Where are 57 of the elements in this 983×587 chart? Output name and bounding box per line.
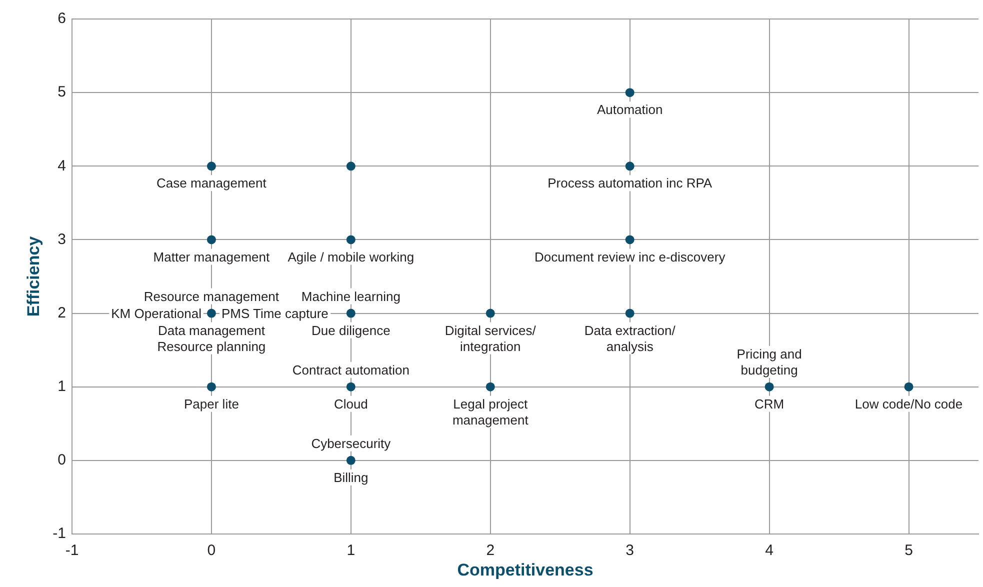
y-tick-label: 5 [58, 84, 66, 101]
x-tick-label: 2 [486, 542, 495, 560]
x-tick-label: 3 [626, 542, 634, 560]
x-tick-label: 0 [207, 542, 216, 560]
annotation: Agile / mobile working [288, 249, 414, 264]
y-tick-label: -1 [52, 525, 66, 542]
annotation: Document review inc e-discovery [534, 249, 726, 264]
annotation: Process automation inc RPA [548, 176, 712, 191]
point [206, 235, 216, 244]
annotation: CRM [754, 396, 784, 412]
y-tick-label: 3 [58, 230, 66, 248]
x-tick-label: 5 [904, 542, 913, 560]
annotation: Automation [596, 102, 663, 118]
y-tick-label: 1 [58, 378, 66, 395]
y-tick-label: 6 [58, 10, 66, 28]
point [764, 382, 774, 392]
y-axis-title: Efficiency [24, 236, 43, 317]
point [206, 162, 216, 171]
annotation: Data extraction/ analysis [584, 322, 676, 354]
annotation: Cybersecurity [311, 436, 392, 452]
annotation: Contract automation [292, 362, 410, 378]
point [625, 235, 634, 244]
point [625, 308, 634, 318]
point [346, 235, 356, 244]
point [904, 382, 914, 392]
annotation: Case management [156, 176, 267, 191]
point [486, 382, 495, 392]
point [625, 162, 634, 171]
point [206, 382, 216, 392]
annotation: Paper lite [184, 396, 239, 412]
x-tick-label: 1 [346, 542, 356, 560]
annotation: Billing [334, 470, 368, 486]
point [486, 308, 495, 318]
point [346, 308, 356, 318]
annotation: PMS Time capture [221, 306, 328, 321]
annotation: Legal project management [452, 396, 529, 428]
annotation: Due diligence [312, 322, 390, 338]
y-tick-label: 2 [58, 304, 66, 322]
annotation: Machine learning [301, 288, 400, 304]
y-tick-label: 0 [58, 452, 66, 469]
annotation: Pricing and budgeting [736, 346, 802, 378]
annotation: Matter management [153, 249, 270, 264]
point [206, 308, 216, 318]
x-axis-title: Competitiveness [457, 560, 594, 580]
annotation: Low code/No code [854, 396, 963, 412]
point [346, 456, 356, 465]
annotation: Resource planning [157, 338, 266, 354]
point [346, 382, 356, 392]
point [625, 88, 634, 98]
annotation: Data management [158, 322, 266, 338]
annotation: Digital services/ integration [444, 322, 536, 354]
x-tick-label: 4 [765, 542, 774, 560]
annotation: Cloud [334, 396, 368, 412]
annotation: KM Operational [111, 306, 202, 321]
y-tick-label: 4 [58, 157, 66, 174]
point [346, 162, 356, 171]
annotation: Resource management [144, 288, 280, 304]
